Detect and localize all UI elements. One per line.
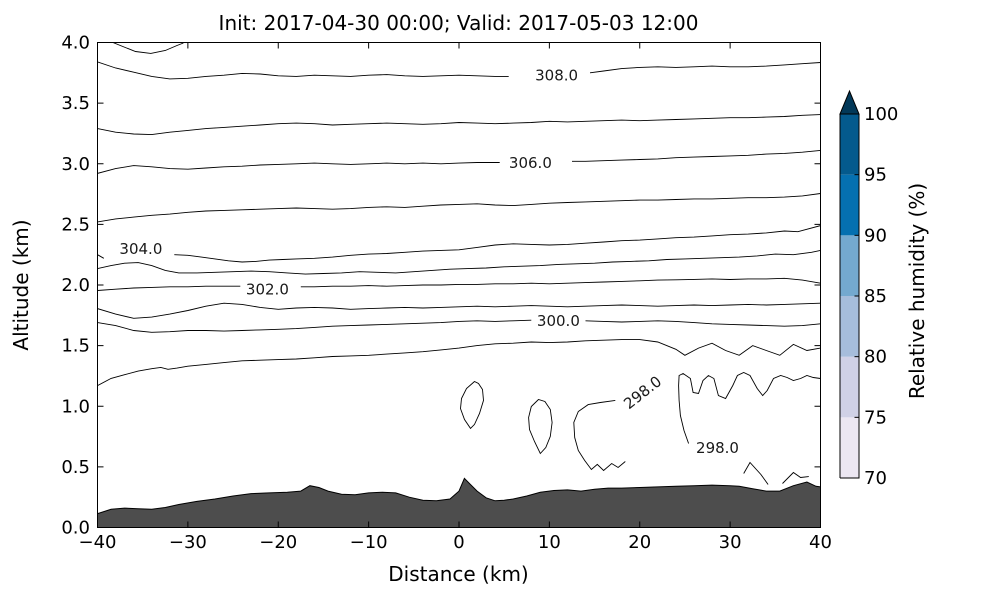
colorbar-segment-70-75 xyxy=(840,417,859,478)
y-tick-label: 0.0 xyxy=(61,518,90,539)
contour-line-305 xyxy=(97,193,821,223)
colorbar-tick-label: 70 xyxy=(864,468,887,489)
contour-line-298 xyxy=(460,380,484,430)
colorbar-tick-label: 100 xyxy=(864,104,898,125)
y-tick-label: 3.0 xyxy=(61,154,90,175)
contour-label-304: 304.0 xyxy=(119,240,162,258)
y-tick-label: 4.0 xyxy=(61,33,90,54)
contour-line-308 xyxy=(97,61,509,80)
contour-lines xyxy=(97,42,821,485)
plot-title: Init: 2017-04-30 00:00; Valid: 2017-05-0… xyxy=(219,11,699,35)
contour-line-304 xyxy=(97,254,105,259)
contour-label-308: 308.0 xyxy=(535,66,578,84)
contour-line-303 xyxy=(97,249,821,275)
contour-label-300: 300.0 xyxy=(537,312,580,330)
colorbar-tick-label: 80 xyxy=(864,347,887,368)
contour-line-309 xyxy=(112,42,184,54)
terrain xyxy=(97,477,821,528)
colorbar-segment-95-100 xyxy=(840,114,859,175)
colorbar-segment-85-90 xyxy=(840,235,859,296)
terrain-profile xyxy=(97,477,821,528)
contour-line-307 xyxy=(97,114,821,136)
x-tick-label: −10 xyxy=(350,532,388,553)
colorbar-segment-90-95 xyxy=(840,174,859,236)
contour-line-304 xyxy=(174,225,821,263)
colorbar-segment-80-85 xyxy=(840,296,859,357)
x-tick-label: 20 xyxy=(628,532,651,553)
contour-line-301 xyxy=(97,302,821,319)
contour-line-298 xyxy=(528,398,553,455)
contour-line-306 xyxy=(572,149,821,162)
contour-line-298 xyxy=(678,372,821,444)
contour-label-298: 298.0 xyxy=(696,439,739,457)
x-tick-label: −40 xyxy=(79,532,117,553)
contour-line-298 xyxy=(782,471,809,484)
y-axis-label: Altitude (km) xyxy=(9,219,33,350)
x-axis-label: Distance (km) xyxy=(388,562,528,586)
contour-label-306: 306.0 xyxy=(509,154,552,172)
x-tick-label: 10 xyxy=(538,532,561,553)
y-tick-label: 1.5 xyxy=(61,336,90,357)
contour-label-302: 302.0 xyxy=(246,280,289,298)
x-tick-label: −20 xyxy=(259,532,297,553)
x-tick-label: 0 xyxy=(453,532,464,553)
y-tick-label: 3.5 xyxy=(61,93,90,114)
y-tick-label: 1.0 xyxy=(61,396,90,417)
colorbar: 70 75 80 85 90 95 100 xyxy=(839,89,898,489)
contour-line-302 xyxy=(97,285,241,291)
contour-label-298: 298.0 xyxy=(620,372,665,413)
colorbar-arrow xyxy=(839,89,860,115)
colorbar-tick-label: 85 xyxy=(864,286,887,307)
x-tick-label: 40 xyxy=(809,532,832,553)
colorbar-tick-label: 90 xyxy=(864,225,887,246)
y-tick-label: 0.5 xyxy=(61,457,90,478)
contour-line-299 xyxy=(97,339,821,386)
colorbar-segment-75-80 xyxy=(840,356,859,418)
x-tick-label: −30 xyxy=(169,532,207,553)
colorbar-tick-label: 95 xyxy=(864,165,887,186)
y-tick-label: 2.0 xyxy=(61,275,90,296)
contour-line-300 xyxy=(97,319,532,333)
contour-line-308 xyxy=(589,62,821,74)
colorbar-tick-label: 75 xyxy=(864,407,887,428)
contour-line-302 xyxy=(300,277,821,288)
contour-line-306 xyxy=(97,162,500,174)
y-tick-label: 2.5 xyxy=(61,214,90,235)
colorbar-label: Relative humidity (%) xyxy=(905,183,929,399)
contour-line-298 xyxy=(573,399,626,472)
x-tick-label: 30 xyxy=(719,532,742,553)
contour-line-298 xyxy=(743,461,769,485)
contour-line-300 xyxy=(585,320,821,327)
